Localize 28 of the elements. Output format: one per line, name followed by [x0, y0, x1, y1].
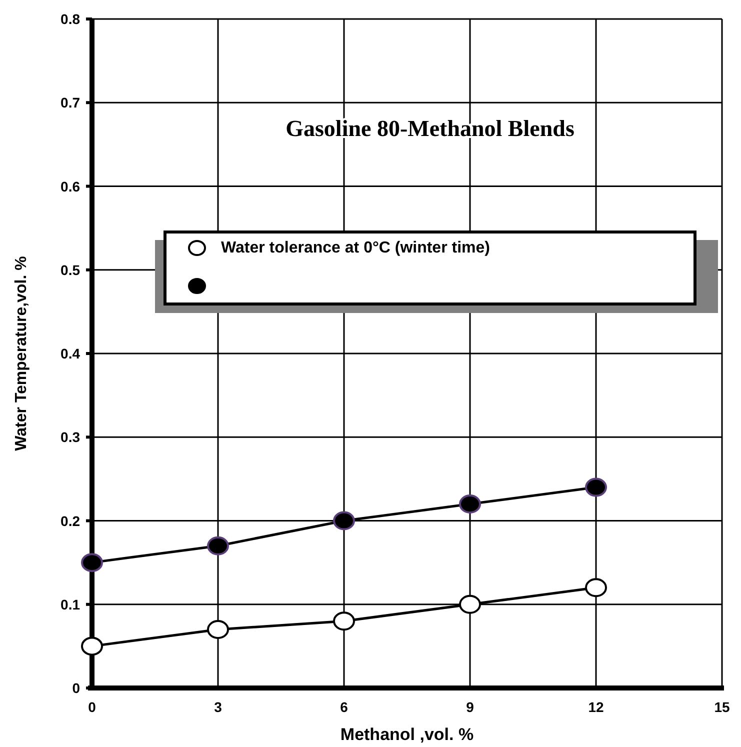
y-tick-label: 0.7 — [60, 94, 80, 111]
x-tick-label: 9 — [466, 699, 474, 715]
x-axis-title: Methanol ,vol. % — [340, 725, 474, 744]
y-tick-label: 0.6 — [60, 178, 80, 194]
point — [207, 536, 229, 556]
point — [333, 511, 355, 530]
point — [207, 620, 229, 639]
y-tick-label: 0.3 — [60, 429, 80, 446]
point — [81, 636, 103, 656]
x-tick-label: 15 — [714, 699, 730, 715]
x-tick-label: 0 — [88, 699, 96, 715]
x-tick-label: 12 — [588, 699, 604, 715]
y-axis-title: Water Temperature,vol. % — [13, 256, 30, 451]
y-tick-label: 0.1 — [60, 596, 80, 612]
legend-label: Water tolerance at 0°C (winter time) — [221, 240, 490, 256]
point — [459, 594, 481, 614]
point — [585, 478, 607, 497]
y-tick-label: 0.5 — [60, 262, 80, 278]
y-tick-label: 0.8 — [60, 11, 80, 27]
y-tick-label: 0 — [72, 680, 80, 696]
point — [81, 553, 103, 572]
y-tick-label: 0.2 — [60, 512, 80, 529]
x-tick-label: 6 — [340, 699, 348, 715]
point — [333, 612, 355, 631]
y-tick-label: 0.4 — [60, 346, 80, 362]
point — [459, 494, 481, 514]
x-tick-label: 3 — [214, 699, 222, 715]
point — [585, 578, 607, 598]
